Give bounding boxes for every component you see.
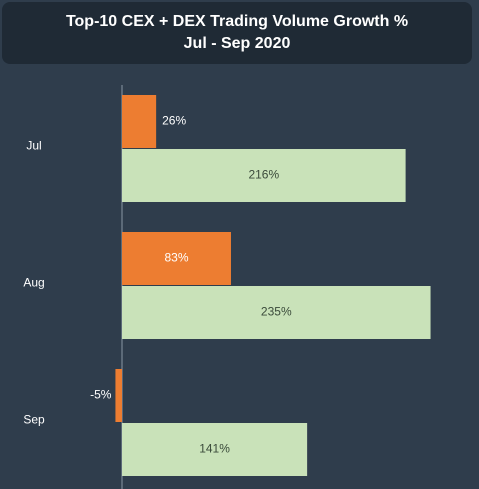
data-label-jul-2: 216% <box>248 168 279 182</box>
bar-aug-2 <box>122 286 431 339</box>
category-label-sep: Sep <box>23 413 45 427</box>
category-label-aug: Aug <box>23 276 44 290</box>
chart-title-box: Top-10 CEX + DEX Trading Volume Growth %… <box>2 2 472 64</box>
bar-jul-2 <box>122 149 406 202</box>
bar-sep-1 <box>115 369 122 422</box>
data-label-sep-1: -5% <box>90 388 112 402</box>
data-label-sep-2: 141% <box>199 442 230 456</box>
chart-title: Top-10 CEX + DEX Trading Volume Growth % <box>65 13 409 30</box>
bar-jul-1 <box>122 95 157 148</box>
bar-sep-2 <box>122 423 308 476</box>
category-label-jul: Jul <box>26 139 41 153</box>
data-label-jul-1: 26% <box>162 114 186 128</box>
chart-subtitle: Jul - Sep 2020 <box>183 35 291 52</box>
data-label-aug-2: 235% <box>261 305 292 319</box>
data-label-aug-1: 83% <box>164 251 188 265</box>
bar-aug-1 <box>122 232 231 285</box>
